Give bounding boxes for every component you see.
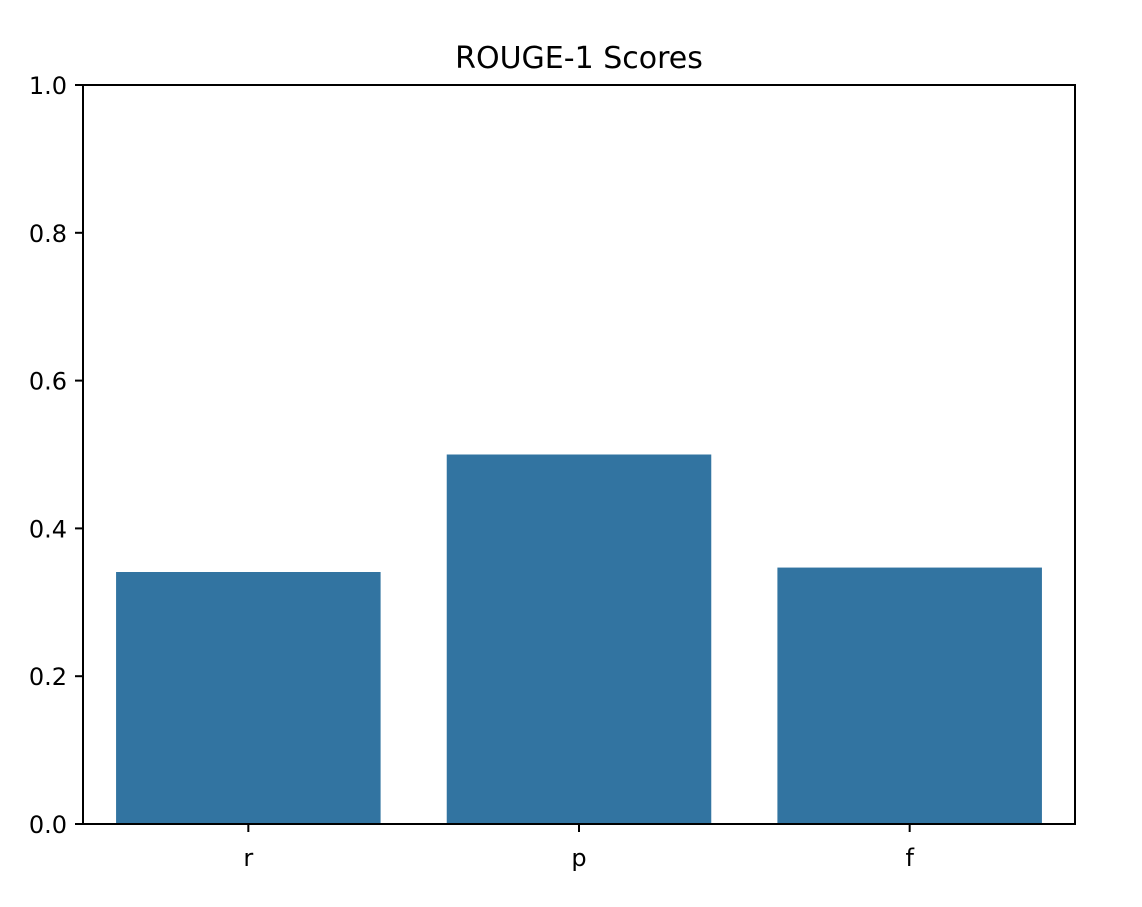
y-tick-label: 0.2 xyxy=(29,663,67,691)
bar-r xyxy=(116,572,381,824)
chart-title: ROUGE-1 Scores xyxy=(455,41,703,76)
bars-group xyxy=(116,454,1042,824)
x-tick-label: f xyxy=(905,844,914,872)
bar-p xyxy=(446,454,712,824)
plot-frame xyxy=(82,84,1076,825)
x-tick-label: r xyxy=(243,844,253,872)
y-tick-label: 1.0 xyxy=(29,72,67,100)
y-tick-label: 0.8 xyxy=(29,220,67,248)
y-tick-label: 0.6 xyxy=(29,368,67,396)
y-axis: 0.0 0.2 0.4 0.6 0.8 1.0 xyxy=(29,72,83,839)
y-tick-label: 0.4 xyxy=(29,515,67,543)
y-tick-label: 0.0 xyxy=(29,811,67,839)
bar-f xyxy=(777,567,1042,824)
x-tick-label: p xyxy=(571,844,586,872)
